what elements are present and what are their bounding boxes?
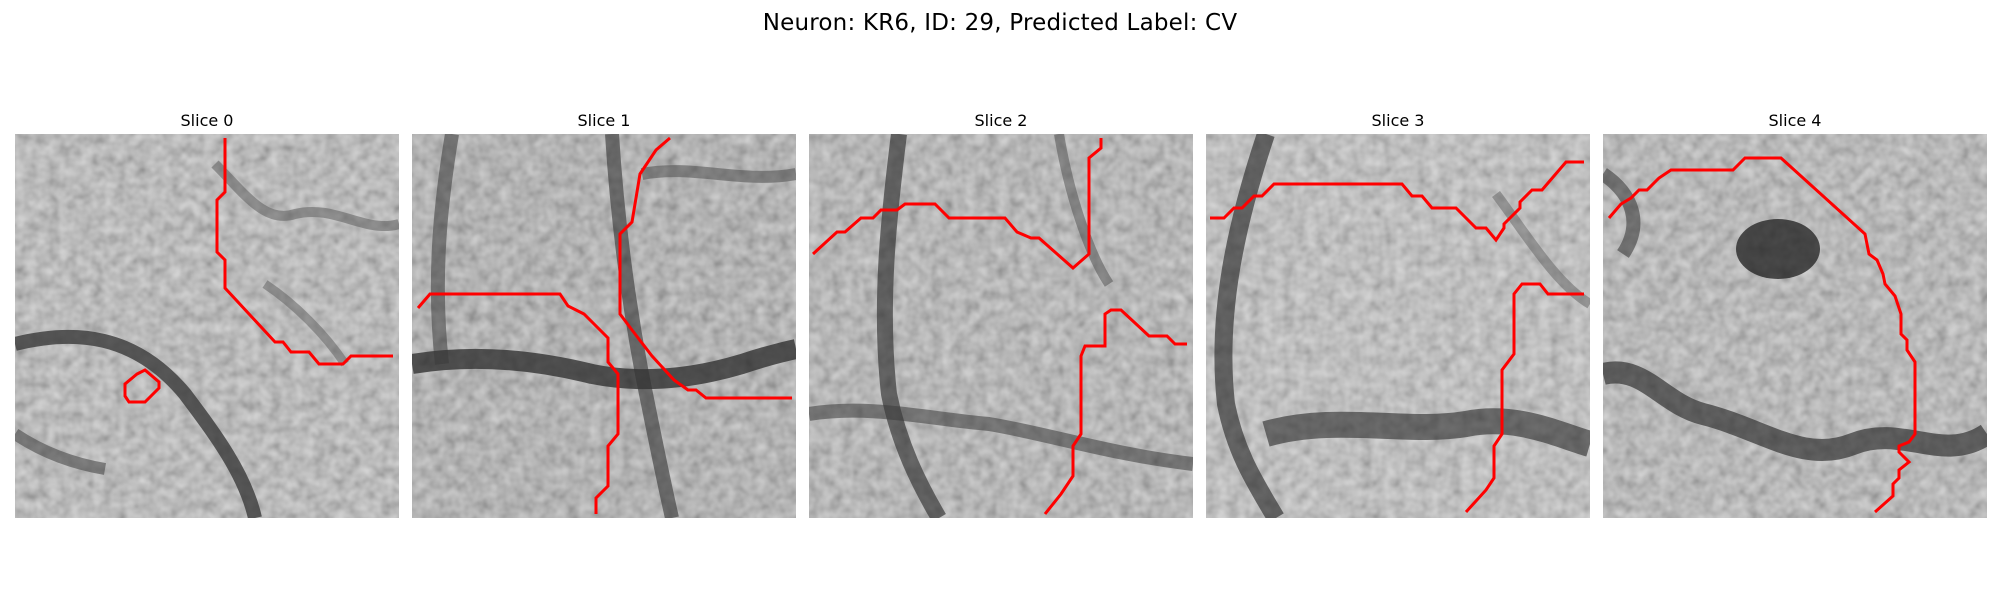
slice-panel-3: Slice 3	[1206, 110, 1590, 522]
slice-image-1	[412, 134, 796, 518]
slice-panel-1: Slice 1	[412, 110, 796, 522]
slice-image-0	[15, 134, 399, 518]
contour-line-3a	[1210, 160, 1584, 243]
contour-line-2b	[1043, 308, 1187, 515]
figure-title: Neuron: KR6, ID: 29, Predicted Label: CV	[762, 10, 1238, 36]
slice-panel-0: Slice 0	[15, 110, 399, 522]
slice-title-3: Slice 3	[1371, 111, 1425, 130]
slice-image-3	[1206, 134, 1590, 518]
slice-panel-4: Slice 4	[1603, 110, 1987, 522]
slice-panel-2: Slice 2	[809, 110, 1193, 522]
contour-line-1b	[416, 292, 620, 514]
slice-title-1: Slice 1	[577, 111, 631, 130]
slice-title-4: Slice 4	[1768, 111, 1822, 130]
slice-title-2: Slice 2	[974, 111, 1028, 130]
contour-line-0a	[215, 138, 393, 366]
slice-image-2	[809, 134, 1193, 518]
slice-title-0: Slice 0	[180, 111, 234, 130]
slice-image-4	[1603, 134, 1987, 518]
contour-line-0b	[123, 368, 161, 404]
contour-line-3b	[1464, 282, 1584, 514]
contour-line-2a	[811, 138, 1103, 270]
contour-line-1a	[618, 136, 792, 400]
contour-line-4a	[1607, 156, 1917, 514]
